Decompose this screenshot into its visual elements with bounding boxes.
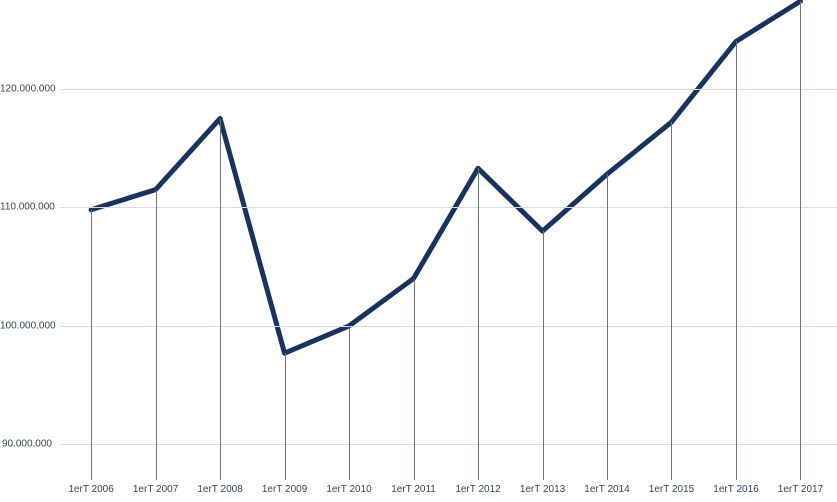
plot-area [60,0,837,480]
drop-line [414,279,415,480]
drop-line [285,353,286,480]
series-line [91,1,800,353]
x-tick-label: 1erT 2010 [326,484,371,495]
drop-line [671,122,672,480]
y-tick-label: 100.000.000 [0,320,52,331]
drop-line [736,41,737,480]
x-tick-label: 1erT 2006 [68,484,113,495]
y-gridline [60,207,837,208]
x-tick-label: 1erT 2013 [520,484,565,495]
series-line-layer [60,0,837,480]
x-tick-label: 1erT 2012 [455,484,500,495]
x-tick-label: 1erT 2008 [197,484,242,495]
drop-line [800,1,801,480]
y-gridline [60,326,837,327]
y-gridline [60,444,837,445]
drop-line [607,174,608,480]
y-tick-label: 120.000.000 [0,83,52,94]
x-tick-label: 1erT 2014 [584,484,629,495]
drop-line [156,190,157,480]
x-tick-label: 1erT 2011 [391,484,436,495]
x-tick-label: 1erT 2009 [262,484,307,495]
drop-line [543,231,544,480]
drop-line [349,326,350,480]
x-tick-label: 1erT 2007 [133,484,178,495]
drop-line [220,119,221,480]
x-tick-label: 1erT 2017 [778,484,823,495]
line-chart: 90.000.000 100.000.000 110.000.000 120.000.… [0,0,837,502]
y-gridline [60,89,837,90]
drop-line [478,168,479,480]
x-tick-label: 1erT 2015 [649,484,694,495]
y-tick-label: 110.000.000 [0,202,52,213]
drop-line [91,210,92,480]
x-tick-label: 1erT 2016 [713,484,758,495]
y-tick-label: 90.000.000 [0,439,52,450]
